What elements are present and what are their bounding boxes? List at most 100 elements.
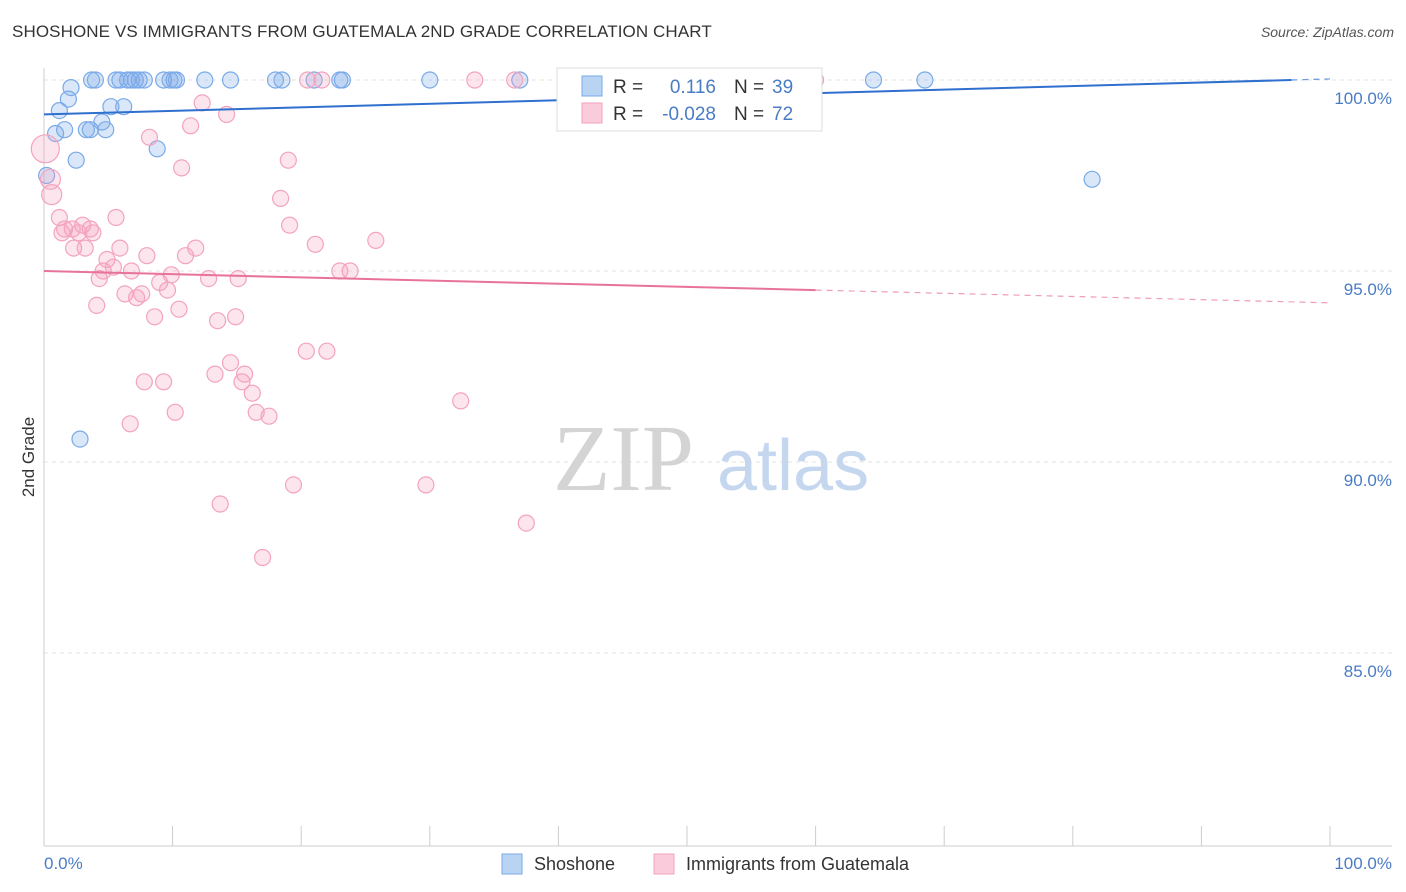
watermark-atlas: atlas — [717, 426, 869, 506]
point-guatemala-12 — [84, 224, 102, 242]
point-guatemala-31 — [158, 281, 177, 299]
point-guatemala-33 — [166, 403, 184, 421]
y-tick-labels: 100.0% 95.0% 90.0% 85.0% — [1334, 89, 1392, 681]
point-guatemala-64 — [341, 262, 359, 280]
y-tick-label-3: 85.0% — [1344, 662, 1392, 681]
point-guatemala-27 — [140, 128, 159, 146]
stats-n-value-2: 72 — [772, 104, 793, 125]
point-shoshone-25 — [161, 71, 179, 89]
point-guatemala-68 — [466, 71, 484, 89]
point-shoshone-0 — [37, 166, 56, 185]
point-guatemala-22 — [122, 262, 140, 280]
stats-r-label-1: R = — [613, 77, 643, 98]
stats-r-value-2: -0.028 — [662, 104, 716, 125]
point-shoshone-21 — [130, 71, 148, 89]
point-shoshone-14 — [102, 98, 120, 116]
point-guatemala-25 — [135, 373, 153, 391]
stats-swatch-shoshone — [581, 75, 603, 97]
stats-r-label-2: R = — [613, 104, 643, 125]
point-guatemala-0 — [30, 134, 60, 164]
point-guatemala-1 — [39, 168, 62, 190]
stats-n-label-1: N = — [734, 77, 764, 98]
point-guatemala-19 — [111, 239, 129, 257]
stats-n-label-2: N = — [734, 104, 764, 125]
point-shoshone-6 — [67, 151, 85, 169]
point-guatemala-30 — [155, 373, 173, 391]
point-guatemala-62 — [318, 342, 336, 360]
point-guatemala-69 — [506, 71, 524, 89]
point-shoshone-17 — [115, 98, 133, 116]
point-guatemala-56 — [281, 216, 299, 234]
point-guatemala-26 — [138, 247, 156, 265]
point-shoshone-3 — [55, 121, 74, 139]
stats-r-value-1: 0.116 — [670, 77, 716, 98]
point-guatemala-67 — [452, 392, 470, 410]
point-shoshone-38 — [916, 71, 934, 89]
point-guatemala-28 — [146, 308, 164, 326]
point-guatemala-40 — [200, 270, 218, 288]
legend-swatch-shoshone — [501, 853, 523, 875]
point-shoshone-36 — [511, 71, 529, 89]
point-guatemala-42 — [209, 312, 227, 330]
point-guatemala-55 — [279, 151, 297, 169]
point-guatemala-35 — [173, 159, 191, 177]
legend-swatch-guatemala — [653, 853, 675, 875]
point-shoshone-34 — [333, 71, 351, 89]
legend-label-guatemala: Immigrants from Guatemala — [686, 854, 910, 874]
point-shoshone-30 — [266, 71, 285, 89]
chart-title: SHOSHONE VS IMMIGRANTS FROM GUATEMALA 2N… — [12, 22, 712, 41]
x-tick-label-left: 0.0% — [44, 854, 83, 873]
point-shoshone-11 — [86, 71, 105, 89]
point-guatemala-51 — [247, 403, 265, 421]
point-shoshone-27 — [167, 71, 186, 89]
point-guatemala-53 — [260, 407, 278, 425]
point-guatemala-57 — [284, 476, 303, 494]
watermark: ZIP atlas — [553, 407, 869, 511]
point-guatemala-61 — [313, 71, 331, 89]
point-guatemala-45 — [221, 354, 240, 372]
stats-swatch-guatemala — [581, 102, 603, 124]
point-guatemala-50 — [243, 384, 261, 402]
point-guatemala-60 — [306, 235, 324, 253]
point-shoshone-13 — [97, 121, 115, 139]
point-shoshone-8 — [77, 121, 96, 139]
point-guatemala-39 — [193, 94, 211, 112]
point-shoshone-29 — [221, 71, 240, 89]
point-shoshone-1 — [46, 124, 65, 143]
point-guatemala-49 — [236, 365, 254, 383]
watermark-zip: ZIP — [553, 407, 694, 511]
point-guatemala-34 — [170, 300, 188, 318]
data-points — [30, 71, 1101, 567]
point-guatemala-38 — [187, 239, 205, 257]
point-guatemala-54 — [272, 189, 290, 207]
point-shoshone-35 — [421, 71, 439, 89]
point-guatemala-58 — [297, 342, 315, 360]
point-guatemala-47 — [229, 270, 247, 288]
stats-legend: R = 0.116 N = 39 R = -0.028 N = 72 — [556, 67, 823, 132]
point-guatemala-66 — [417, 476, 435, 494]
x-ticks — [43, 826, 1331, 846]
point-guatemala-10 — [76, 239, 94, 257]
legend-label-shoshone: Shoshone — [534, 854, 615, 874]
trend-extension-guatemala — [815, 289, 1331, 304]
point-guatemala-13 — [88, 296, 106, 314]
stats-n-value-1: 39 — [772, 77, 793, 98]
point-guatemala-46 — [227, 308, 245, 326]
point-guatemala-65 — [367, 231, 385, 249]
axes — [43, 68, 1392, 847]
point-shoshone-5 — [62, 78, 80, 97]
point-shoshone-28 — [196, 71, 214, 89]
y-axis-label: 2nd Grade — [19, 417, 38, 497]
series-legend: Shoshone Immigrants from Guatemala — [501, 853, 910, 875]
point-guatemala-43 — [211, 495, 229, 513]
point-guatemala-59 — [299, 71, 317, 89]
source-credit: Source: ZipAtlas.com — [1260, 24, 1394, 40]
point-guatemala-17 — [104, 258, 123, 276]
point-guatemala-21 — [121, 415, 139, 433]
point-shoshone-10 — [82, 71, 101, 89]
point-guatemala-24 — [133, 285, 151, 303]
point-guatemala-41 — [206, 365, 224, 383]
point-shoshone-22 — [135, 71, 153, 89]
point-shoshone-20 — [126, 71, 144, 89]
